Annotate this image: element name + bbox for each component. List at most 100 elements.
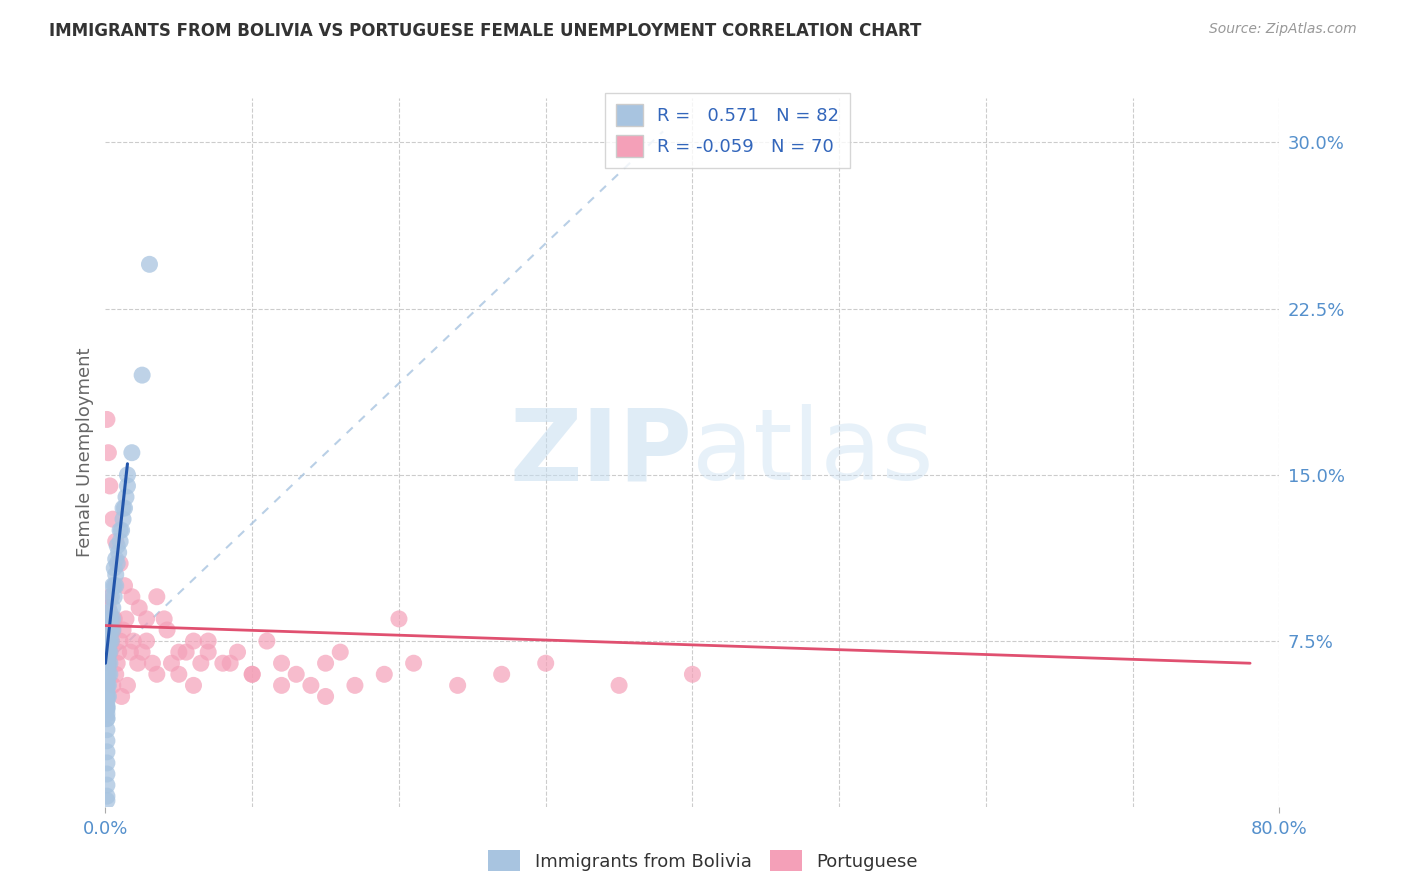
Point (96, 690, 118, 704)
Point (105, 657, 128, 671)
Point (96, 700, 118, 714)
Point (299, 678, 322, 692)
Point (96, 694, 118, 708)
Point (96, 678, 118, 692)
Point (117, 467, 139, 482)
Point (135, 634, 157, 648)
Point (97, 657, 120, 671)
Point (98, 667, 121, 681)
Point (190, 657, 212, 671)
Point (329, 645, 352, 659)
Point (101, 579, 124, 593)
Point (100, 634, 122, 648)
Point (534, 657, 557, 671)
Point (96, 712, 118, 726)
Point (98, 605, 121, 619)
Point (96, 649, 118, 664)
Point (112, 623, 135, 637)
Point (117, 678, 139, 692)
Text: Source: ZipAtlas.com: Source: ZipAtlas.com (1209, 22, 1357, 37)
Point (100, 623, 122, 637)
Point (96, 745, 118, 759)
Point (96, 663, 118, 677)
Point (98, 479, 121, 493)
Point (447, 678, 470, 692)
Point (101, 623, 124, 637)
Point (108, 523, 131, 537)
Point (96, 700, 118, 714)
Point (105, 557, 128, 571)
Point (138, 257, 160, 271)
Point (96, 778, 118, 792)
Point (101, 623, 124, 637)
Point (607, 678, 630, 692)
Point (97, 678, 120, 692)
Point (131, 368, 153, 383)
Point (97, 690, 120, 704)
Point (104, 579, 127, 593)
Point (96, 667, 118, 681)
Point (388, 612, 411, 626)
Point (96, 685, 118, 699)
Point (96, 794, 118, 808)
Point (100, 612, 122, 626)
Point (131, 645, 153, 659)
Point (270, 678, 292, 692)
Point (98, 657, 121, 671)
Point (96, 690, 118, 704)
Point (315, 657, 337, 671)
Legend: Immigrants from Bolivia, Portuguese: Immigrants from Bolivia, Portuguese (481, 843, 925, 879)
Point (240, 667, 263, 681)
Point (96, 667, 118, 681)
Point (156, 623, 179, 637)
Point (97, 657, 120, 671)
Point (101, 612, 124, 626)
Point (97, 634, 120, 648)
Point (285, 667, 308, 681)
Point (108, 557, 131, 571)
Point (103, 590, 125, 604)
Point (211, 657, 233, 671)
Point (183, 634, 205, 648)
Point (219, 657, 242, 671)
Point (96, 678, 118, 692)
Text: IMMIGRANTS FROM BOLIVIA VS PORTUGUESE FEMALE UNEMPLOYMENT CORRELATION CHART: IMMIGRANTS FROM BOLIVIA VS PORTUGUESE FE… (49, 22, 921, 40)
Point (141, 657, 163, 671)
Point (114, 579, 136, 593)
Y-axis label: Female Unemployment: Female Unemployment (76, 348, 94, 558)
Point (96, 672, 118, 686)
Point (97, 446, 120, 460)
Point (104, 667, 127, 681)
Point (146, 590, 169, 604)
Point (100, 590, 122, 604)
Point (97, 645, 120, 659)
Point (115, 490, 138, 504)
Point (96, 698, 118, 713)
Point (96, 612, 118, 626)
Point (167, 667, 190, 681)
Point (96, 723, 118, 737)
Point (110, 523, 132, 537)
Point (373, 667, 395, 681)
Point (115, 612, 138, 626)
Point (114, 501, 136, 516)
Point (101, 512, 124, 526)
Point (96, 681, 118, 695)
Point (315, 690, 337, 704)
Point (100, 634, 122, 648)
Point (120, 645, 142, 659)
Point (240, 667, 263, 681)
Point (343, 678, 366, 692)
Point (491, 667, 513, 681)
Point (167, 645, 190, 659)
Point (96, 634, 118, 648)
Point (256, 634, 278, 648)
Point (97, 636, 120, 650)
Point (153, 612, 176, 626)
Point (96, 412, 118, 426)
Point (135, 612, 157, 626)
Point (117, 479, 139, 493)
Point (104, 567, 127, 582)
Point (96, 703, 118, 717)
Point (160, 657, 183, 671)
